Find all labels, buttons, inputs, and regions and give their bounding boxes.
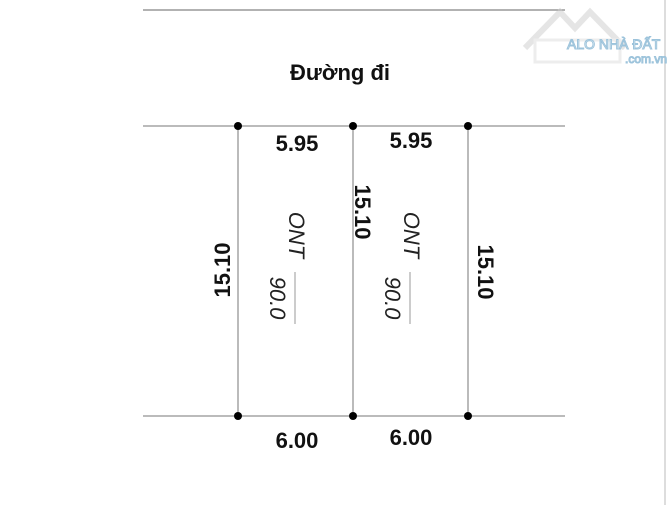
plot1-side-length: 15.10 — [210, 242, 235, 297]
corner-point — [464, 412, 472, 420]
road-label: Đường đi — [290, 60, 390, 85]
plot2-area: 90.0 — [380, 277, 405, 321]
corner-point — [349, 122, 357, 130]
plot2-rear-length: 6.00 — [390, 425, 433, 450]
plot1-rear-length: 6.00 — [276, 428, 319, 453]
right-side-length: 15.10 — [473, 244, 498, 299]
plot1-front-length: 5.95 — [276, 131, 319, 156]
plot2-land-type: ONT — [399, 212, 424, 260]
plot1-area: 90.0 — [265, 277, 290, 321]
watermark-logo — [522, 7, 628, 64]
plot2-side-length: 15.10 — [350, 184, 375, 239]
watermark-name: ALO NHÀ ĐẤT — [567, 36, 661, 52]
plot2-front-length: 5.95 — [390, 128, 433, 153]
corner-point — [349, 412, 357, 420]
corner-point — [234, 122, 242, 130]
corner-point — [234, 412, 242, 420]
plot1-land-type: ONT — [284, 212, 309, 260]
corner-point — [464, 122, 472, 130]
watermark-domain: .com.vn — [625, 52, 667, 66]
corner-points — [234, 122, 472, 420]
